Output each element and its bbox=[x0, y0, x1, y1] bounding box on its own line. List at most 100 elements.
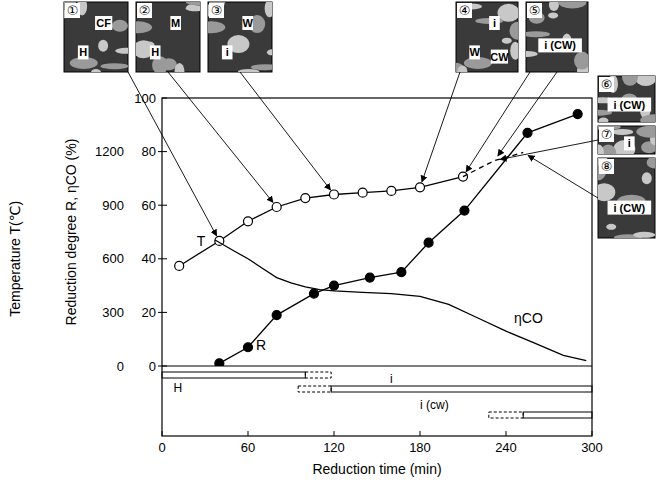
phase-band bbox=[523, 412, 592, 418]
micrograph-label: M bbox=[171, 17, 180, 29]
leader-arrow bbox=[168, 72, 273, 202]
micrograph-number-patch bbox=[137, 3, 152, 18]
micrograph-grain bbox=[510, 42, 518, 60]
micrograph-number: ⑥ bbox=[601, 77, 613, 92]
series-marker bbox=[272, 202, 281, 211]
micrograph-ground bbox=[64, 2, 128, 72]
leader-arrow bbox=[240, 72, 330, 190]
micrograph-number: ④ bbox=[459, 3, 471, 18]
micrograph-label: i bbox=[628, 137, 631, 149]
micrograph-grain bbox=[606, 224, 616, 230]
micrograph-number-patch bbox=[65, 3, 80, 18]
leader-arrow bbox=[528, 156, 598, 198]
micrograph-label: i (CW) bbox=[544, 39, 576, 51]
y-tick bbox=[162, 151, 167, 152]
x-tick bbox=[248, 431, 249, 436]
micrograph-grain bbox=[526, 31, 550, 37]
micrograph-grain bbox=[633, 232, 655, 238]
micrograph-grain bbox=[642, 172, 652, 184]
series-marker bbox=[244, 343, 253, 352]
micrograph-grain bbox=[208, 21, 225, 33]
micrograph-ground bbox=[136, 2, 200, 72]
micrograph-number: ③ bbox=[211, 3, 223, 18]
phase-band-uncertain bbox=[489, 412, 523, 418]
leader-arrow bbox=[466, 72, 530, 172]
micrograph-number-patch bbox=[209, 3, 224, 18]
leader-arrow bbox=[498, 72, 557, 156]
y2-tick-label: 600 bbox=[102, 251, 124, 266]
y2-tick bbox=[158, 151, 162, 152]
series-marker bbox=[573, 110, 582, 119]
micrograph-number-patch bbox=[599, 127, 614, 142]
x-tick bbox=[162, 431, 163, 436]
micrograph-grain bbox=[548, 12, 558, 18]
y-axis-title: Reduction degree R, ηCO (%) bbox=[63, 139, 79, 326]
series-line bbox=[179, 177, 463, 266]
leader-arrow bbox=[500, 140, 598, 159]
micrograph-label-patch bbox=[95, 16, 112, 30]
micrograph-grain bbox=[112, 20, 128, 32]
series-marker bbox=[460, 206, 469, 215]
micrograph-label: CW bbox=[490, 51, 509, 63]
series-marker bbox=[365, 273, 374, 282]
phase-band bbox=[162, 372, 305, 378]
micrograph-texture bbox=[598, 76, 655, 122]
micrograph-number: ⑧ bbox=[601, 159, 613, 174]
phase-label: i (cw) bbox=[420, 398, 449, 412]
x-tick-label: 240 bbox=[495, 440, 517, 455]
micrograph-grain bbox=[186, 2, 200, 5]
y-tick bbox=[162, 366, 167, 367]
y2-tick-label: 0 bbox=[117, 359, 124, 374]
phase-band-uncertain bbox=[305, 372, 331, 378]
series-marker bbox=[330, 281, 339, 290]
y2-tick-label: 300 bbox=[102, 305, 124, 320]
micrograph-grain bbox=[526, 51, 538, 57]
y-tick bbox=[162, 98, 167, 99]
micrograph: ⑧ i (CW) bbox=[590, 150, 659, 240]
micrograph-grain bbox=[174, 63, 184, 72]
micrograph-label: H bbox=[79, 46, 87, 58]
leader-arrow bbox=[422, 72, 460, 182]
series-line bbox=[215, 240, 586, 361]
figure: 0204060801000300600900120006012018024030… bbox=[0, 0, 659, 486]
micrograph-label: i (CW) bbox=[613, 99, 645, 111]
micrograph-texture bbox=[598, 126, 655, 154]
series-marker bbox=[397, 268, 406, 277]
micrograph-label-patch bbox=[624, 136, 635, 150]
series-marker bbox=[416, 183, 425, 192]
series-label: R bbox=[256, 337, 266, 353]
phase-band-uncertain bbox=[298, 386, 331, 392]
micrograph-grain bbox=[598, 144, 604, 154]
x-tick-label: 180 bbox=[409, 440, 431, 455]
micrograph-grain bbox=[502, 38, 512, 44]
series-label: T bbox=[197, 233, 206, 249]
micrograph-label-patch bbox=[469, 45, 480, 59]
plot-area bbox=[175, 110, 587, 366]
series-marker bbox=[523, 128, 532, 137]
micrograph-grain bbox=[238, 69, 260, 72]
micrograph-grain bbox=[101, 63, 128, 69]
micrograph-label: W bbox=[469, 46, 480, 58]
micrograph-grain bbox=[267, 49, 272, 55]
micrograph-grain bbox=[136, 21, 152, 33]
micrograph-number-patch bbox=[527, 3, 542, 18]
micrograph-label: i (CW) bbox=[613, 202, 645, 214]
micrograph-texture bbox=[64, 2, 128, 72]
micrograph-grain bbox=[647, 158, 655, 168]
x-axis-title: Reduction time (min) bbox=[312, 461, 441, 477]
phase-band bbox=[331, 386, 592, 392]
micrograph-number-patch bbox=[599, 77, 614, 92]
micrograph-ground bbox=[208, 2, 272, 72]
micrograph-grain bbox=[574, 52, 588, 70]
micrograph: ⑥i (CW) bbox=[584, 68, 659, 126]
micrograph-label: i bbox=[226, 46, 229, 58]
micrograph-grain bbox=[549, 2, 559, 11]
y-tick bbox=[162, 312, 167, 313]
series-marker bbox=[301, 194, 310, 203]
micrograph: ⑦i bbox=[593, 123, 659, 162]
zero-line bbox=[162, 365, 592, 366]
series-marker bbox=[459, 172, 468, 181]
micrograph: ②MH bbox=[124, 0, 214, 81]
series-marker bbox=[424, 238, 433, 247]
x-tick bbox=[334, 431, 335, 436]
